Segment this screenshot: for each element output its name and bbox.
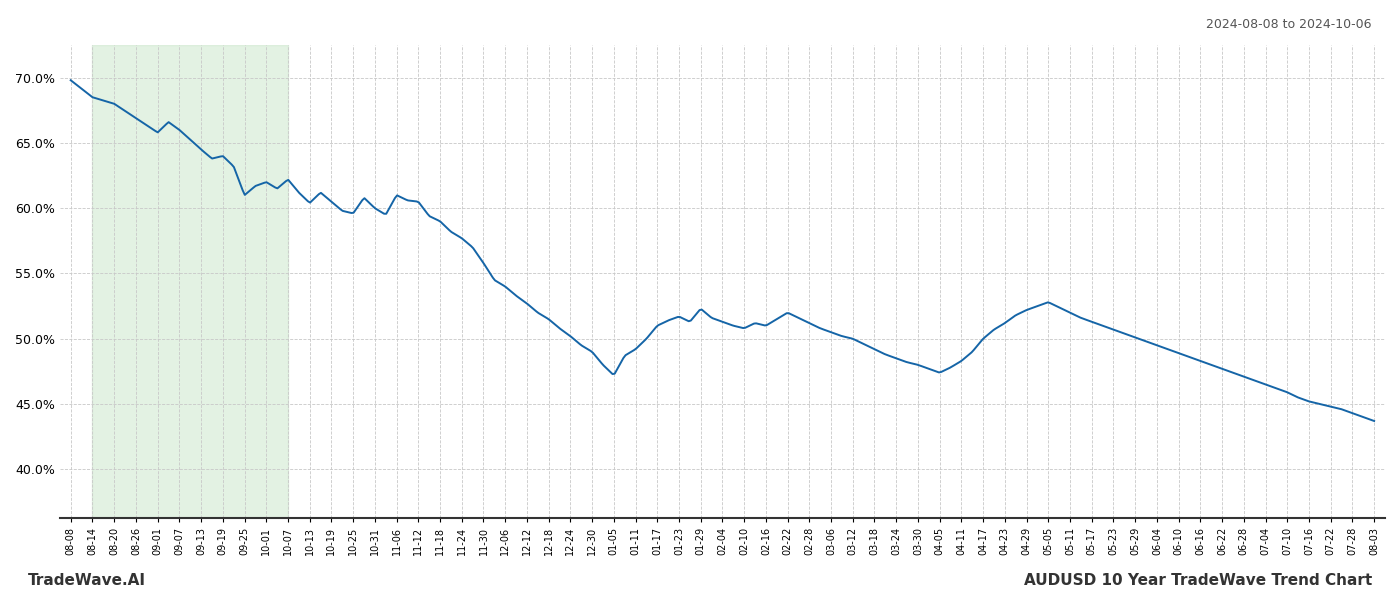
Text: AUDUSD 10 Year TradeWave Trend Chart: AUDUSD 10 Year TradeWave Trend Chart [1023, 573, 1372, 588]
Bar [92, 45, 288, 518]
Text: TradeWave.AI: TradeWave.AI [28, 573, 146, 588]
Text: 2024-08-08 to 2024-10-06: 2024-08-08 to 2024-10-06 [1207, 18, 1372, 31]
